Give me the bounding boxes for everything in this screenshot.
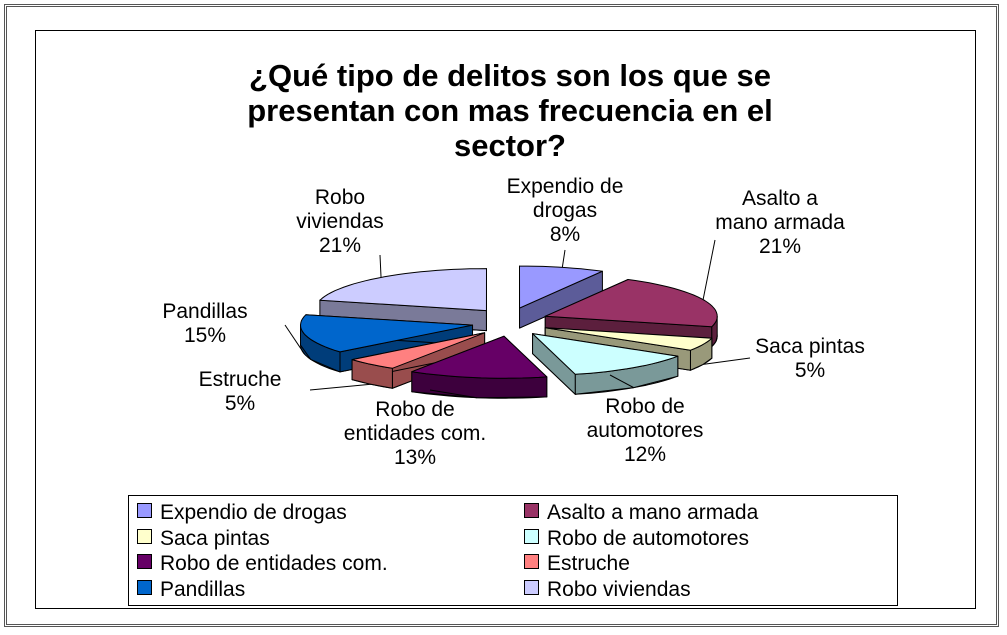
slice-top [351,332,486,369]
label-category: Asalto a mano armada [715,187,845,234]
legend-label: Saca pintas [160,526,270,550]
data-label: Estruche 5% [175,368,305,416]
legend-entry: Robo viviendas [524,578,691,602]
pie-slice [411,335,548,399]
legend-label: Robo viviendas [547,577,691,601]
legend-swatch [137,554,152,569]
label-category: Pandillas [162,300,248,323]
legend-label: Estruche [547,552,630,575]
data-label: Robo de entidades com. 13% [335,398,495,470]
slice-top [544,327,713,351]
legend-swatch [137,503,152,518]
slice-top [532,333,679,375]
legend-swatch [137,528,152,544]
legend-entry: Saca pintas [137,527,270,551]
data-label: Saca pintas 5% [735,335,885,383]
label-value: 21% [318,234,362,257]
leader-line [309,383,371,391]
leader-line [561,249,566,268]
label-category: Robo de automotores [586,395,704,442]
chart-title: ¿Qué tipo de delitos son los que se pres… [247,58,773,163]
data-label: Pandillas 15% [140,300,270,348]
legend: Expendio de drogas Asalto a mano armada Sa… [128,495,898,606]
legend-entry: Robo de automotores [524,527,749,551]
legend-swatch [524,503,539,518]
legend-label: Robo de automotores [547,526,749,550]
outer-frame [4,4,999,627]
chart-frame [35,30,976,609]
label-category: Expendio de drogas [506,175,624,222]
legend-swatch [524,579,539,595]
legend-entry: Expendio de drogas [137,501,347,525]
label-category: Estruche [198,368,282,391]
slice-top [544,279,718,328]
data-label: Expendio de drogas 8% [490,175,640,247]
label-category: Robo viviendas [296,186,384,233]
pie-slice [532,333,679,395]
legend-entry: Robo de entidades com. [137,552,388,576]
leader-line [429,389,478,399]
label-value: 5% [794,359,826,382]
label-value: 15% [183,324,227,347]
pie-slice [519,265,603,329]
data-label: Robo de automotores 12% [583,395,708,467]
label-value: 12% [623,443,667,466]
legend-entry: Estruche [524,552,630,576]
slice-top [411,335,548,379]
legend-entry: Pandillas [137,578,245,602]
leader-line [703,357,751,365]
leader-line [379,254,382,278]
leader-line [284,324,306,355]
legend-label: Asalto a mano armada [547,501,759,524]
leader-line [702,239,716,300]
data-label: Asalto a mano armada 21% [715,187,845,259]
legend-label: Expendio de drogas [160,501,347,524]
label-value: 13% [393,446,437,469]
label-category: Robo de entidades com. [343,398,487,445]
label-value: 21% [758,235,802,258]
label-value: 8% [549,223,581,246]
slice-top [319,268,487,312]
legend-label: Robo de entidades com. [160,552,388,575]
slice-top [300,314,474,353]
label-category: Saca pintas [755,335,865,358]
legend-entry: Asalto a mano armada [524,501,758,525]
leader-line [609,374,634,389]
label-value: 5% [224,392,256,415]
legend-swatch [524,554,539,569]
legend-label: Pandillas [160,577,246,601]
data-label: Robo viviendas 21% [270,186,410,258]
legend-swatch [524,528,539,544]
legend-swatch [137,579,152,595]
